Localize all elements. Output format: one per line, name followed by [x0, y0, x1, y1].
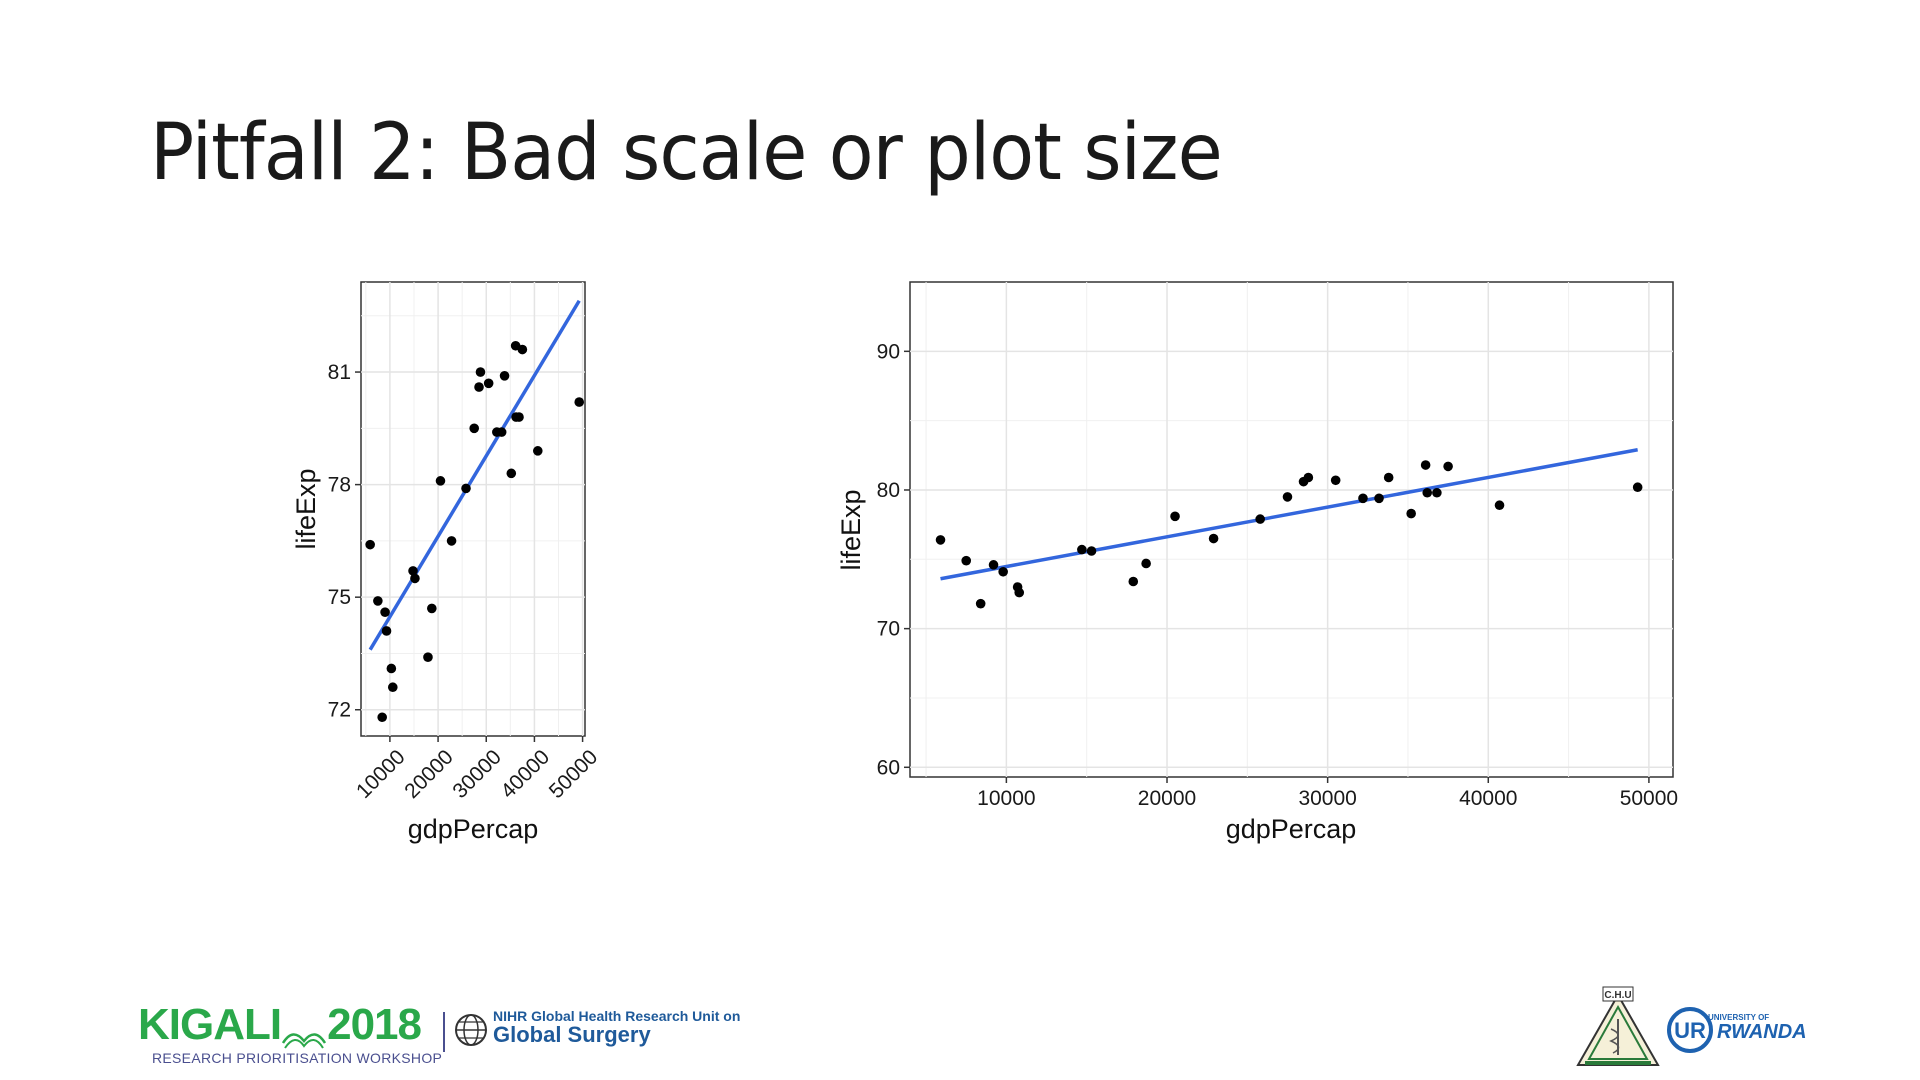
y-axis-title: lifeExp: [836, 489, 866, 570]
data-point: [387, 682, 398, 693]
y-tick-label: 60: [877, 756, 900, 779]
data-point: [423, 652, 433, 663]
data-point: [574, 397, 585, 407]
data-point: [435, 476, 446, 486]
data-point: [935, 535, 946, 545]
x-tick-label: 20000: [1138, 787, 1196, 810]
data-point: [1141, 558, 1151, 569]
data-point: [446, 536, 457, 546]
data-point: [1358, 493, 1368, 504]
data-point: [427, 603, 437, 614]
trend-line: [940, 448, 1638, 581]
data-point: [1255, 514, 1265, 524]
data-point: [506, 468, 517, 479]
y-axis-title: lifeExp: [291, 468, 321, 549]
data-point: [1420, 460, 1431, 470]
data-point: [380, 607, 390, 617]
svg-text:UR: UR: [1674, 1018, 1706, 1043]
globe-icon: [455, 1014, 487, 1046]
data-point: [365, 539, 375, 550]
data-point: [532, 446, 543, 456]
nihr-line1: NIHR Global Health Research Unit on: [493, 1008, 741, 1024]
ur-logo-big-text: RWANDA: [1717, 1021, 1807, 1043]
data-point: [988, 560, 999, 570]
y-tick-label: 72: [328, 699, 351, 722]
data-point: [386, 663, 397, 674]
plot-panel: [360, 281, 586, 737]
data-point: [1086, 546, 1097, 556]
data-point: [1170, 511, 1180, 522]
data-point: [496, 427, 507, 437]
y-tick-label: 75: [328, 586, 351, 609]
logo-divider: [443, 1012, 445, 1052]
data-point: [499, 371, 510, 381]
x-tick-label: 10000: [977, 787, 1035, 810]
x-tick-label: 30000: [1298, 787, 1356, 810]
data-point: [1303, 472, 1314, 483]
data-point: [1077, 544, 1087, 555]
data-point: [1128, 576, 1139, 587]
data-point: [381, 626, 392, 636]
data-point: [1208, 533, 1219, 544]
data-point: [517, 344, 528, 355]
data-point: [1494, 500, 1505, 511]
footer-logos-left: KIGALI 2018 RESEARCH PRIORITISATION WORK…: [138, 1000, 758, 1070]
data-point: [483, 378, 494, 389]
x-tick-label: 50000: [1620, 787, 1678, 810]
data-point: [1330, 475, 1341, 486]
trend-line: [368, 299, 581, 651]
data-point: [975, 598, 986, 609]
data-point: [1432, 487, 1442, 498]
data-point: [1383, 472, 1394, 483]
y-tick-label: 80: [877, 479, 900, 502]
data-point: [1014, 587, 1025, 598]
kigali-hills-icon: [281, 1012, 327, 1049]
y-tick-label: 70: [877, 618, 900, 641]
data-point: [377, 712, 387, 723]
data-point: [474, 382, 484, 392]
footer-logos-right: C.H.U UR UNIVERSITY OF RWANDA: [1565, 985, 1815, 1070]
kigali-logo-year: 2018: [327, 1000, 422, 1049]
kigali-logo-word: KIGALI: [138, 1000, 282, 1049]
data-point: [1632, 482, 1643, 493]
x-tick-label: 40000: [1459, 787, 1517, 810]
data-point: [1406, 508, 1416, 519]
data-point: [1374, 493, 1384, 504]
data-point: [373, 596, 383, 606]
data-point: [1422, 487, 1433, 498]
data-point: [1443, 461, 1453, 472]
data-point: [408, 566, 418, 576]
y-tick-label: 81: [328, 361, 351, 384]
data-point: [1282, 492, 1293, 502]
slide-title: Pitfall 2: Bad scale or plot size: [150, 108, 1223, 198]
data-point: [514, 412, 524, 422]
y-tick-label: 90: [877, 340, 900, 363]
kigali-subtitle: RESEARCH PRIORITISATION WORKSHOP: [152, 1050, 443, 1066]
x-axis-title: gdpPercap: [408, 814, 539, 844]
data-point: [410, 573, 420, 584]
chu-logo-text: C.H.U: [1604, 990, 1631, 1001]
data-point: [469, 423, 480, 434]
data-point: [998, 566, 1008, 577]
y-tick-label: 78: [328, 474, 351, 497]
plot-panel: [909, 281, 1674, 778]
university-of-rwanda-logo-icon: UR: [1667, 1007, 1713, 1053]
x-axis-title: gdpPercap: [1226, 814, 1357, 844]
data-point: [461, 483, 471, 494]
nihr-line2: Global Surgery: [493, 1022, 651, 1047]
data-point: [475, 367, 486, 377]
chu-logo-icon: C.H.U: [1576, 986, 1660, 1066]
ur-logo-small-text: UNIVERSITY OF: [1708, 1013, 1770, 1022]
kigali-logo: KIGALI 2018: [138, 1000, 422, 1050]
data-point: [961, 555, 972, 566]
